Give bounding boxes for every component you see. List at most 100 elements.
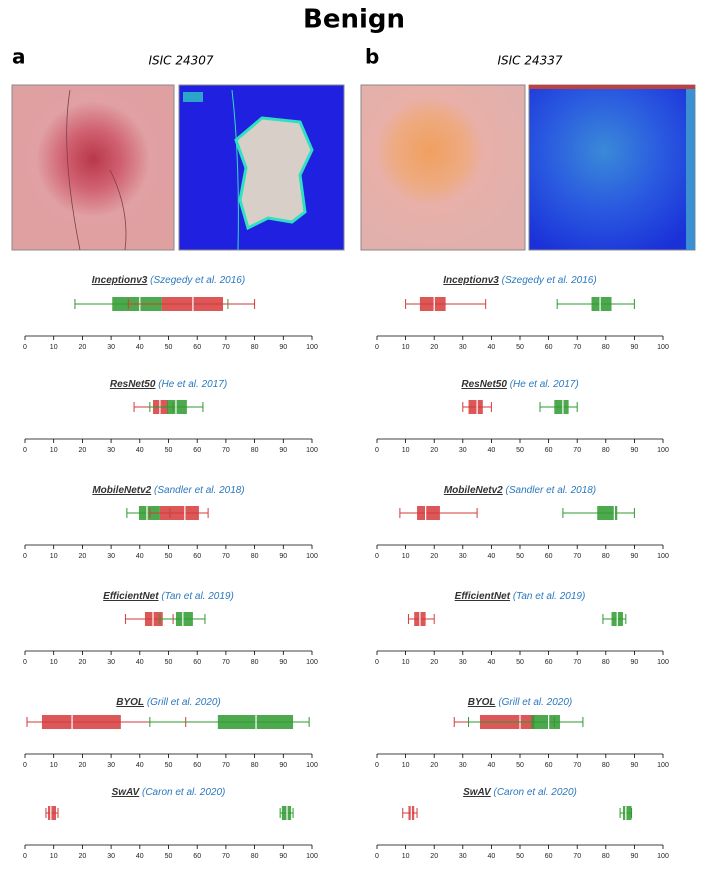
x-tick-label: 10 [50,762,58,769]
x-tick-label: 60 [193,853,201,860]
x-tick-label: 30 [107,762,115,769]
x-tick-label: 30 [459,553,467,560]
x-tick-label: 20 [430,853,438,860]
box [144,612,163,626]
chart-title: EfficientNet (Tan et al. 2019) [455,591,586,602]
model-name: ResNet50 [461,379,507,390]
x-tick-label: 100 [306,762,318,769]
x-tick-label: 60 [193,344,201,351]
x-tick-label: 40 [488,553,496,560]
x-tick-label: 60 [193,659,201,666]
image-caption: ISIC 24337 [497,54,562,68]
x-tick-label: 20 [79,553,87,560]
x-tick-label: 40 [136,344,144,351]
x-tick-label: 10 [402,344,410,351]
x-tick-label: 60 [545,659,553,666]
x-tick-label: 70 [222,447,230,454]
chart-title: ResNet50 (He et al. 2017) [461,379,578,390]
chart-title: SwAV (Caron et al. 2020) [463,787,577,798]
x-tick-label: 40 [136,659,144,666]
x-tick-label: 50 [165,553,173,560]
x-tick-label: 50 [516,447,524,454]
x-tick-label: 80 [602,853,610,860]
x-tick-label: 30 [459,447,467,454]
x-tick-label: 20 [79,659,87,666]
x-tick-label: 30 [459,762,467,769]
x-tick-label: 80 [602,659,610,666]
x-tick-label: 40 [488,659,496,666]
x-tick-label: 60 [545,762,553,769]
chart-title: ResNet50 (He et al. 2017) [110,379,227,390]
x-tick-label: 70 [222,344,230,351]
image-caption: ISIC 24307 [148,54,213,68]
box [554,400,569,414]
x-tick-label: 50 [516,344,524,351]
figure-title: Benign [303,5,405,35]
x-tick-label: 0 [23,853,27,860]
box [468,400,483,414]
citation: (He et al. 2017) [158,379,227,390]
model-name: SwAV [463,787,492,798]
x-tick-label: 90 [279,447,287,454]
citation: (Caron et al. 2020) [494,787,577,798]
x-tick-label: 100 [306,853,318,860]
x-tick-label: 40 [488,762,496,769]
x-tick-label: 10 [50,447,58,454]
x-tick-label: 60 [193,762,201,769]
x-tick-label: 90 [279,762,287,769]
x-tick-label: 10 [50,853,58,860]
x-tick-label: 10 [50,553,58,560]
x-tick-label: 0 [23,447,27,454]
box [159,506,199,520]
model-name: EfficientNet [455,591,511,602]
lesion-image [360,84,526,251]
citation: (Tan et al. 2019) [161,591,233,602]
x-tick-label: 60 [193,447,201,454]
x-tick-label: 50 [516,853,524,860]
x-tick-label: 20 [79,447,87,454]
x-tick-label: 70 [573,659,581,666]
x-tick-label: 0 [23,762,27,769]
x-tick-label: 100 [657,659,669,666]
x-tick-label: 0 [23,344,27,351]
x-tick-label: 100 [657,447,669,454]
x-tick-label: 40 [136,853,144,860]
chart-title: SwAV (Caron et al. 2020) [112,787,226,798]
x-tick-label: 70 [222,762,230,769]
x-tick-label: 90 [631,659,639,666]
x-tick-label: 0 [375,344,379,351]
x-tick-label: 20 [79,344,87,351]
x-tick-label: 0 [375,553,379,560]
x-tick-label: 90 [279,553,287,560]
x-tick-label: 90 [279,659,287,666]
x-tick-label: 90 [631,447,639,454]
x-tick-label: 0 [375,853,379,860]
x-tick-label: 60 [545,447,553,454]
chart-title: MobileNetv2 (Sandler et al. 2018) [444,485,596,496]
x-tick-label: 50 [165,762,173,769]
x-tick-label: 0 [375,447,379,454]
x-tick-label: 70 [222,853,230,860]
x-tick-label: 100 [306,553,318,560]
x-tick-label: 80 [251,659,259,666]
x-tick-label: 90 [279,344,287,351]
x-tick-label: 30 [459,659,467,666]
model-name: BYOL [116,697,144,708]
x-tick-label: 0 [375,659,379,666]
x-tick-label: 80 [602,762,610,769]
x-tick-label: 50 [516,553,524,560]
x-tick-label: 90 [631,762,639,769]
citation: (Grill et al. 2020) [498,697,572,708]
x-tick-label: 10 [402,853,410,860]
model-name: ResNet50 [110,379,156,390]
x-tick-label: 10 [402,659,410,666]
x-tick-label: 0 [23,659,27,666]
x-tick-label: 10 [402,553,410,560]
x-tick-label: 30 [107,659,115,666]
x-tick-label: 80 [602,344,610,351]
x-tick-label: 60 [545,853,553,860]
model-name: Inceptionv3 [443,275,499,286]
x-tick-label: 70 [573,553,581,560]
x-tick-label: 80 [251,553,259,560]
